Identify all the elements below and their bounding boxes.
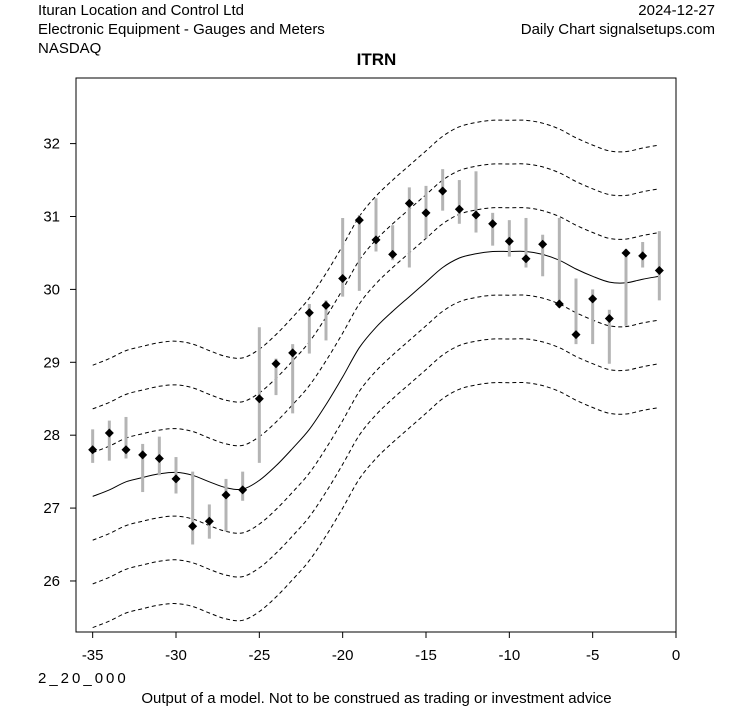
close-marker [271,359,281,369]
bars-layer [91,169,661,545]
x-tick-label: -15 [415,647,437,664]
close-marker [388,249,398,259]
band-line-0 [92,381,660,629]
close-marker [304,308,314,318]
close-marker [138,450,148,460]
close-marker [554,299,564,309]
x-tick-label: -30 [165,647,187,664]
close-marker [338,273,348,283]
x-tick-label: -20 [332,647,354,664]
x-tick-label: 0 [672,647,680,664]
y-tick-label: 28 [43,427,60,444]
center-line [92,250,660,497]
band-line-2 [92,294,660,541]
close-marker [254,394,264,404]
exchange-label: NASDAQ [38,40,102,57]
close-marker [371,235,381,245]
x-tick-label: -5 [586,647,599,664]
band-line-4 [92,163,660,410]
close-marker [504,236,514,246]
y-tick-label: 29 [43,354,60,371]
close-marker [154,454,164,464]
band-line-5 [92,119,660,366]
close-marker [588,294,598,304]
disclaimer: Output of a model. Not to be construed a… [141,690,612,707]
close-marker [488,219,498,229]
y-tick-label: 30 [43,281,60,298]
industry-label: Electronic Equipment - Gauges and Meters [38,21,325,38]
close-marker [604,314,614,324]
close-marker [421,208,431,218]
close-marker [188,521,198,531]
close-marker [121,445,131,455]
x-tick-label: -25 [248,647,270,664]
chart-date: 2024-12-27 [638,2,715,19]
markers-layer [88,186,664,531]
model-code: 2_20_000 [38,670,129,687]
close-marker [354,215,364,225]
chart-title: ITRN [356,50,397,69]
close-marker [471,210,481,220]
close-marker [221,490,231,500]
y-axis: 26 27 28 29 30 31 32 [43,136,77,590]
x-tick-label: -35 [82,647,104,664]
close-marker [638,251,648,261]
center-layer [92,250,660,497]
close-marker [88,445,98,455]
band-line-1 [92,338,660,585]
close-marker [404,198,414,208]
x-axis: -35 -30 -25 -20 -15 -10 -5 0 [82,631,680,664]
close-marker [621,248,631,258]
close-marker [104,428,114,438]
close-marker [204,516,214,526]
y-tick-label: 26 [43,573,60,590]
close-marker [454,204,464,214]
y-tick-label: 27 [43,500,60,517]
company-name: Ituran Location and Control Ltd [38,2,244,19]
bands-layer [92,119,660,629]
close-marker [171,474,181,484]
close-marker [288,348,298,358]
chart-source: Daily Chart signalsetups.com [520,21,715,38]
close-marker [321,300,331,310]
close-marker [571,330,581,340]
x-tick-label: -10 [498,647,520,664]
close-marker [654,265,664,275]
band-line-3 [92,207,660,454]
close-marker [238,485,248,495]
close-marker [438,186,448,196]
y-tick-label: 32 [43,136,60,153]
plot-frame [75,77,677,633]
y-tick-label: 31 [43,209,60,226]
close-marker [521,254,531,264]
close-marker [538,239,548,249]
